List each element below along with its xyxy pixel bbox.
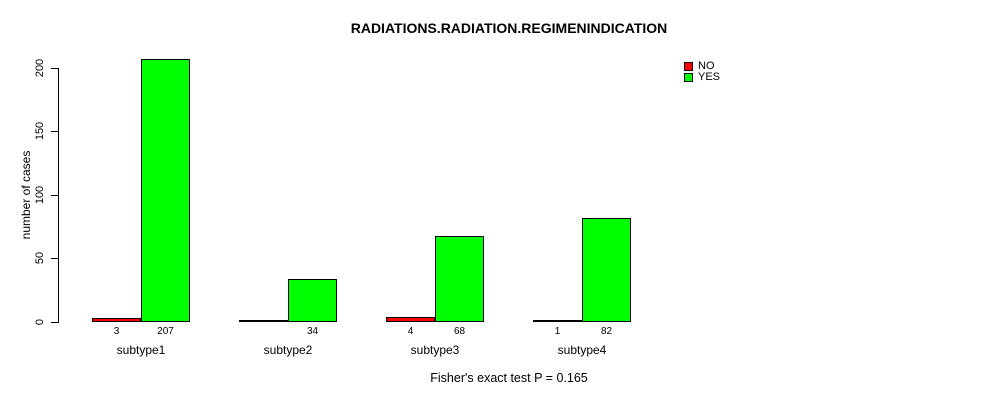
- y-tick-label: 200: [34, 58, 46, 78]
- y-axis-line: [58, 68, 59, 323]
- chart-title: RADIATIONS.RADIATION.REGIMENINDICATION: [350, 20, 668, 36]
- x-category-label: subtype3: [410, 343, 460, 357]
- x-category-label: subtype1: [116, 343, 166, 357]
- y-axis-tick: [51, 195, 58, 196]
- bar-yes-subtype4: [582, 218, 631, 322]
- y-axis-tick: [51, 322, 58, 323]
- fisher-test-text: Fisher's exact test P = 0.165: [430, 371, 588, 385]
- bar-value-label: 3: [113, 326, 120, 337]
- bar-value-label: 34: [306, 326, 319, 337]
- bar-value-label: 68: [453, 326, 466, 337]
- y-tick-label: 50: [34, 251, 46, 265]
- bar-no-subtype4: [533, 320, 582, 322]
- y-axis-tick: [51, 131, 58, 132]
- bar-no-subtype1: [92, 318, 141, 322]
- legend-item-no: NO: [684, 61, 720, 72]
- legend-label: YES: [698, 71, 721, 83]
- x-category-label: subtype2: [263, 343, 313, 357]
- y-axis-tick: [51, 68, 58, 69]
- bar-no-subtype2: [239, 320, 288, 322]
- y-tick-label: 150: [34, 121, 46, 141]
- bar-yes-subtype1: [141, 59, 190, 322]
- y-tick-label: 100: [34, 185, 46, 205]
- bar-value-label: 1: [554, 326, 561, 337]
- legend-swatch-no: [684, 62, 693, 71]
- bar-no-subtype3: [386, 317, 435, 322]
- y-axis-label: number of cases: [19, 150, 33, 240]
- bar-value-label: 82: [600, 326, 613, 337]
- legend: NO YES: [684, 61, 720, 83]
- legend-item-yes: YES: [684, 72, 720, 83]
- bar-value-label: 4: [407, 326, 414, 337]
- legend-swatch-yes: [684, 73, 693, 82]
- y-axis-tick: [51, 258, 58, 259]
- x-category-label: subtype4: [557, 343, 607, 357]
- legend-label: NO: [698, 60, 715, 72]
- y-tick-label: 0: [34, 318, 46, 326]
- bar-yes-subtype3: [435, 236, 484, 322]
- bar-value-label: 207: [157, 326, 174, 337]
- bar-yes-subtype2: [288, 279, 337, 322]
